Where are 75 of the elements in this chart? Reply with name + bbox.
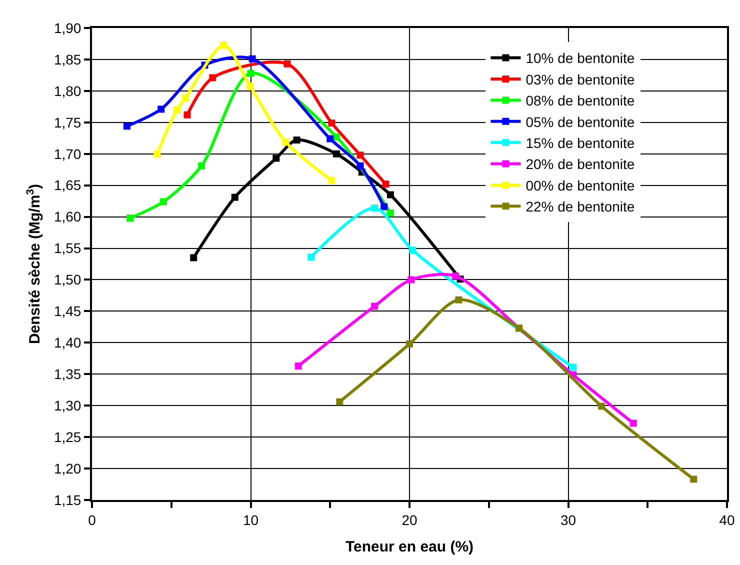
y-tick-label: 1,45 [54,303,82,320]
point [308,254,315,261]
point [336,398,344,406]
point [272,154,280,162]
legend-label: 10% de bentonite [526,50,635,66]
point [570,364,577,371]
point [294,362,302,370]
point [173,106,180,114]
point [284,60,291,68]
y-tick-label: 1,15 [54,492,82,508]
point [380,203,388,210]
y-tick-label: 1,30 [54,398,82,414]
point [220,41,228,48]
point [356,152,364,159]
point [409,246,416,254]
point [328,176,336,184]
legend-label: 22% de bentonite [526,198,635,215]
y-tick-label: 1,25 [54,428,82,445]
y-tick-label: 1,60 [54,208,82,225]
point [455,296,462,304]
x-tick-label: 30 [560,512,576,528]
point [154,150,161,158]
legend-label: 00% de bentonite [526,177,635,194]
point [246,82,254,90]
point [630,420,637,427]
y-tick-label: 1,75 [54,114,82,130]
point [386,210,394,217]
point [406,340,413,348]
point [231,194,238,201]
point [386,191,394,198]
legend-label: 15% de bentonite [526,135,635,152]
point [282,138,290,146]
y-tick-label: 1,90 [54,20,82,36]
x-tick-label: 0 [88,512,96,528]
x-tick-label: 40 [719,512,735,528]
y-tick-label: 1,65 [54,177,82,194]
y-tick-label: 1,20 [54,460,82,476]
y-tick-label: 1,55 [54,240,82,256]
point [598,402,606,410]
legend-label: 20% de bentonite [526,156,635,172]
point [158,106,165,113]
point [382,180,390,188]
point [190,254,198,262]
point [690,476,698,483]
point [160,198,167,206]
point [371,204,378,212]
point [356,162,364,170]
y-tick-label: 1,50 [54,272,82,288]
legend-label: 05% de bentonite [526,114,635,130]
point [332,150,340,158]
y-tick-label: 1,70 [54,146,82,162]
y-tick-label: 1,85 [54,51,82,68]
point [371,302,378,310]
x-tick-label: 10 [242,512,259,528]
point [123,122,130,130]
point [452,272,460,280]
x-axis-title: Teneur en eau (%) [345,538,474,556]
point [326,135,334,142]
point [182,94,190,102]
point [332,133,340,140]
point [248,55,256,62]
point [126,214,134,222]
point [293,136,300,144]
point [328,120,336,127]
point [408,276,415,284]
point [247,70,254,77]
y-tick-label: 1,80 [54,82,82,99]
y-tick-label: 1,35 [54,366,82,382]
point [209,74,216,82]
point [198,162,206,170]
legend-label: 03% de bentonite [526,71,635,88]
x-tick-label: 20 [402,512,418,528]
y-tick-label: 1,40 [54,334,82,351]
point [184,111,191,118]
legend-label: 08% de bentonite [526,92,635,109]
